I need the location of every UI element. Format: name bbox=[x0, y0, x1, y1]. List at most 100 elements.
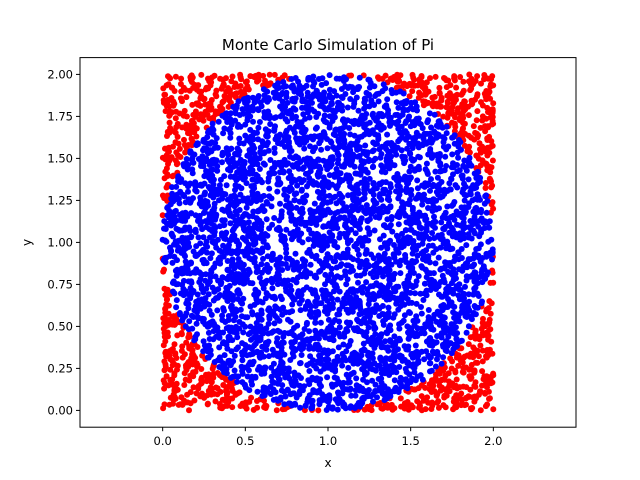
inside-point bbox=[403, 130, 410, 137]
inside-point bbox=[253, 198, 260, 205]
outside-point bbox=[243, 78, 250, 85]
inside-point bbox=[222, 114, 229, 121]
inside-point bbox=[326, 392, 333, 399]
inside-point bbox=[365, 324, 372, 331]
inside-point bbox=[432, 168, 439, 175]
inside-point bbox=[447, 186, 453, 193]
outside-point bbox=[477, 342, 484, 349]
inside-point bbox=[366, 131, 373, 138]
inside-point bbox=[278, 260, 285, 267]
inside-point bbox=[402, 284, 409, 290]
inside-point bbox=[319, 183, 326, 190]
inside-point bbox=[473, 175, 480, 181]
inside-point bbox=[274, 181, 281, 188]
inside-point bbox=[413, 246, 420, 253]
outside-point bbox=[207, 101, 214, 107]
inside-point bbox=[471, 285, 478, 292]
inside-point bbox=[348, 140, 354, 147]
inside-point bbox=[307, 353, 314, 360]
inside-point bbox=[432, 260, 439, 267]
inside-point bbox=[267, 121, 274, 128]
inside-point bbox=[200, 147, 206, 154]
inside-point bbox=[412, 290, 418, 297]
inside-point bbox=[186, 243, 193, 250]
inside-point bbox=[220, 329, 227, 336]
inside-point bbox=[360, 148, 367, 155]
inside-point bbox=[263, 346, 270, 353]
inside-point bbox=[237, 299, 244, 306]
inside-point bbox=[451, 132, 458, 139]
outside-point bbox=[281, 72, 288, 79]
inside-point bbox=[232, 373, 239, 380]
inside-point bbox=[215, 191, 222, 197]
outside-point bbox=[463, 364, 470, 371]
inside-point bbox=[355, 199, 362, 206]
inside-point bbox=[398, 383, 405, 390]
inside-point bbox=[239, 370, 246, 377]
inside-point bbox=[182, 235, 189, 242]
outside-point bbox=[489, 142, 496, 149]
outside-point bbox=[190, 373, 197, 380]
outside-point bbox=[456, 116, 463, 123]
inside-point bbox=[358, 204, 365, 211]
inside-point bbox=[287, 153, 294, 160]
inside-point bbox=[304, 336, 311, 343]
inside-point bbox=[295, 90, 302, 97]
inside-point bbox=[304, 249, 311, 256]
inside-point bbox=[258, 261, 265, 268]
inside-point bbox=[392, 119, 399, 126]
outside-point bbox=[431, 93, 438, 100]
inside-point bbox=[359, 289, 366, 296]
inside-point bbox=[163, 238, 170, 245]
inside-point bbox=[245, 266, 252, 273]
outside-point bbox=[484, 347, 491, 353]
inside-point bbox=[220, 305, 227, 312]
inside-point bbox=[263, 133, 270, 140]
inside-point bbox=[380, 343, 387, 350]
inside-point bbox=[215, 277, 222, 284]
outside-point bbox=[181, 107, 188, 114]
inside-point bbox=[292, 221, 299, 228]
inside-point bbox=[395, 104, 402, 111]
inside-point bbox=[385, 388, 392, 395]
inside-point bbox=[275, 342, 282, 349]
outside-point bbox=[178, 394, 185, 401]
inside-point bbox=[265, 338, 272, 345]
inside-point bbox=[196, 279, 203, 286]
outside-point bbox=[394, 78, 401, 85]
inside-point bbox=[248, 378, 255, 385]
inside-point bbox=[267, 391, 274, 397]
inside-point bbox=[406, 273, 413, 280]
outside-point bbox=[441, 75, 447, 81]
inside-point bbox=[353, 94, 360, 101]
inside-point bbox=[401, 98, 408, 105]
inside-point bbox=[391, 357, 398, 364]
inside-point bbox=[264, 98, 271, 105]
inside-point bbox=[326, 86, 333, 93]
outside-point bbox=[432, 377, 439, 384]
inside-point bbox=[269, 378, 276, 385]
inside-point bbox=[217, 292, 224, 298]
inside-point bbox=[221, 173, 228, 180]
inside-point bbox=[401, 154, 408, 160]
inside-point bbox=[241, 381, 248, 388]
inside-point bbox=[422, 180, 429, 187]
inside-point bbox=[265, 175, 272, 181]
inside-point bbox=[477, 258, 484, 265]
inside-point bbox=[227, 125, 233, 132]
outside-point bbox=[484, 144, 491, 151]
inside-point bbox=[170, 288, 176, 295]
inside-point bbox=[182, 258, 189, 265]
inside-point bbox=[248, 183, 255, 190]
inside-point bbox=[307, 360, 313, 367]
outside-point bbox=[487, 83, 494, 90]
inside-point bbox=[353, 183, 360, 190]
outside-point bbox=[486, 175, 493, 182]
inside-point bbox=[418, 263, 425, 270]
outside-point bbox=[190, 384, 197, 391]
inside-point bbox=[294, 274, 301, 281]
inside-point bbox=[239, 321, 246, 328]
inside-point bbox=[454, 221, 460, 228]
outside-point bbox=[267, 80, 274, 87]
